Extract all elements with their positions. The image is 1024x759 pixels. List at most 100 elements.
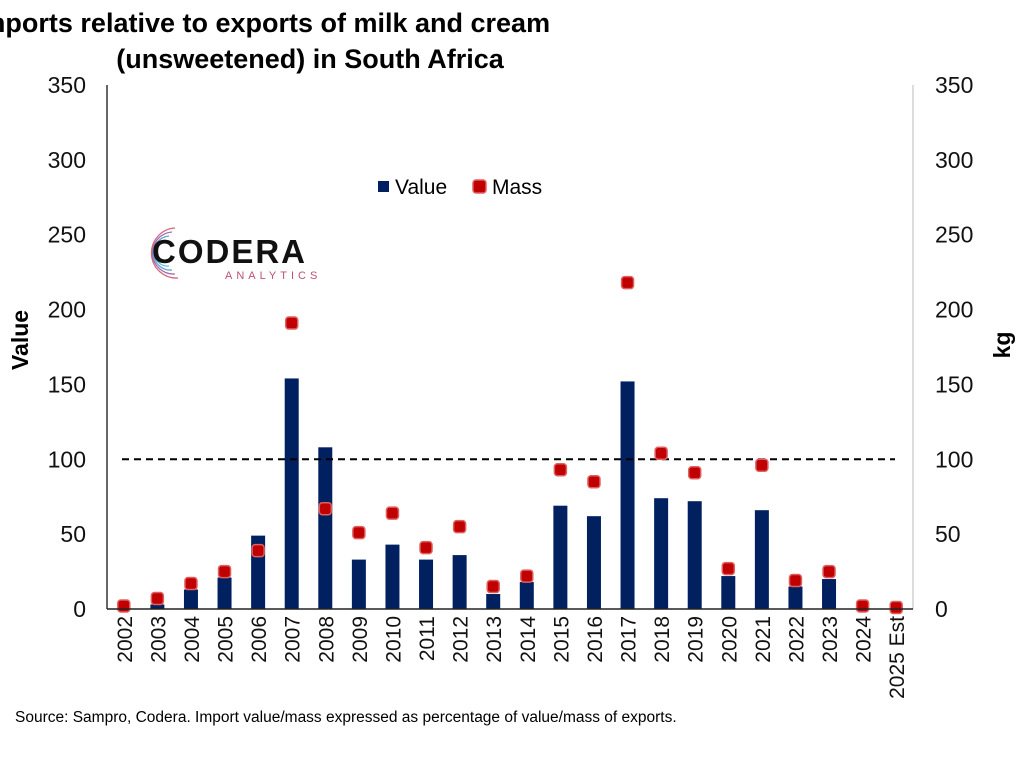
y-tick-label: 100	[48, 446, 86, 472]
y2-tick-label: 200	[935, 297, 973, 323]
marker-mass-2017	[620, 275, 635, 290]
bar-value-2012	[452, 555, 467, 609]
bar-value-2009	[351, 559, 366, 609]
bar-value-2020	[721, 576, 736, 609]
x-tick-label: 2005	[215, 616, 238, 663]
y-tick-label: 150	[48, 371, 86, 397]
source-note: Source: Sampro, Codera. Import value/mas…	[15, 709, 677, 726]
bar-value-2010	[385, 544, 400, 609]
marker-mass-2007	[284, 316, 299, 330]
bar-value-2016	[586, 516, 601, 609]
x-tick-label: 2006	[248, 616, 271, 663]
marker-mass-2008	[318, 501, 333, 516]
bar-value-2023	[822, 579, 837, 609]
y2-tick-label: 300	[935, 147, 973, 173]
y2-tick-label: 50	[935, 521, 961, 547]
x-tick-label: 2014	[517, 616, 540, 663]
bar-value-2005	[217, 577, 232, 609]
bar-value-2004	[183, 589, 198, 609]
marker-mass-2018	[654, 446, 668, 461]
x-tick-label: 2023	[819, 616, 842, 663]
logo-swirl-icon	[150, 227, 179, 279]
logo-sub: ANALYTICS	[225, 270, 321, 282]
marker-mass-2024	[855, 599, 870, 613]
y-tick-label: 200	[48, 297, 86, 323]
x-tick-label: 2017	[618, 616, 641, 663]
y2-tick-label: 150	[935, 371, 973, 397]
y-tick-label: 250	[48, 222, 86, 248]
x-axis-labels: 2002 2003 2004 2005 2006 2007 2008 2009 2010 2011…	[114, 616, 909, 699]
y-axis-left-ticks: 0 50 100 150 200 250 300 350	[48, 72, 86, 622]
x-tick-label: 2021	[752, 616, 775, 663]
codera-logo: CODERA ANALYTICS	[150, 227, 321, 282]
y2-tick-label: 250	[935, 222, 973, 248]
y-tick-label: 50	[60, 521, 86, 547]
x-tick-label: 2022	[785, 616, 808, 663]
x-tick-label: 2024	[853, 616, 876, 663]
bar-value-2022	[788, 586, 803, 609]
x-tick-label: 2016	[584, 616, 607, 663]
bar-value-2008	[318, 447, 333, 609]
y2-tick-label: 100	[935, 446, 973, 472]
legend: Value Mass	[378, 176, 542, 199]
x-tick-label: 2013	[483, 616, 506, 663]
marker-mass-2021	[755, 458, 769, 473]
x-tick-label: 2008	[315, 616, 338, 663]
marker-mass-2006	[251, 543, 265, 558]
marker-mass-2023	[822, 564, 836, 579]
y-axis-label: Value	[7, 310, 33, 370]
x-tick-label: 2010	[382, 616, 405, 663]
x-tick-label: 2015	[550, 616, 573, 663]
chart-title-line-1: Imports relative to exports of milk and …	[0, 8, 550, 38]
x-tick-label: 2020	[718, 616, 741, 663]
legend-value-label: Value	[395, 176, 447, 199]
y2-tick-label: 350	[935, 72, 973, 98]
y2-tick-label: 0	[935, 596, 948, 622]
bar-value-2011	[419, 559, 434, 609]
legend-mass-swatch	[472, 179, 487, 194]
x-tick-label: 2012	[450, 616, 473, 663]
bar-value-2021	[754, 510, 769, 609]
legend-value-swatch	[378, 181, 389, 192]
marker-mass-2020	[721, 561, 736, 576]
marker-mass-2016	[587, 474, 601, 489]
bar-value-2019	[687, 501, 702, 609]
bar-value-2015	[553, 505, 568, 609]
marker-mass-2003	[150, 591, 165, 606]
marker-mass-2012	[452, 519, 467, 534]
x-tick-label: 2002	[114, 616, 137, 663]
marker-mass-2015	[553, 463, 568, 477]
chart-title-line-2: (unsweetened) in South Africa	[116, 44, 505, 74]
x-tick-label: 2003	[147, 616, 170, 663]
y-tick-label: 0	[73, 596, 86, 622]
x-tick-label: 2009	[349, 616, 372, 663]
x-tick-label: 2004	[181, 616, 204, 663]
logo-name: CODERA	[152, 233, 307, 270]
marker-mass-2011	[419, 540, 433, 555]
x-tick-label: 2011	[416, 616, 439, 661]
marker-mass-2002	[117, 599, 131, 613]
marker-mass-2014	[520, 569, 534, 583]
bar-value-2003	[150, 604, 165, 609]
y-axis-right-ticks: 0 50 100 150 200 250 300 350	[935, 72, 973, 622]
marker-mass-2019	[687, 466, 702, 480]
x-tick-label: 2025 Est	[886, 616, 909, 699]
marker-mass-2022	[788, 573, 803, 588]
marker-mass-2005	[217, 564, 232, 579]
x-tick-label: 2007	[282, 616, 305, 663]
bar-value-2017	[620, 381, 635, 609]
bar-value-2013	[486, 594, 501, 609]
marker-mass-2025-Est	[889, 600, 903, 615]
marker-mass-2004	[184, 576, 198, 591]
marker-mass-2013	[486, 579, 500, 594]
bar-value-2014	[519, 582, 534, 609]
y-tick-label: 350	[48, 72, 86, 98]
y-tick-label: 300	[48, 147, 86, 173]
x-tick-label: 2019	[685, 616, 708, 663]
y2-axis-label: kg	[989, 332, 1015, 359]
bar-value-2018	[654, 498, 669, 609]
marker-mass-2009	[352, 525, 366, 540]
bar-value-2007	[284, 378, 299, 609]
legend-mass-label: Mass	[492, 176, 542, 199]
